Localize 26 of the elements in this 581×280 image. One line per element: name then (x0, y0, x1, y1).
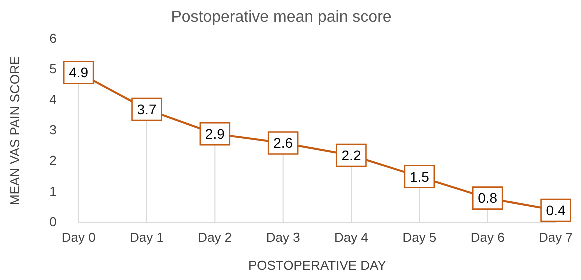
data-label: 0.8 (478, 190, 498, 206)
x-tick-label: Day 0 (62, 230, 96, 246)
x-tick-label: Day 4 (334, 230, 368, 246)
x-tick-label: Day 1 (130, 230, 164, 246)
x-tick-label: Day 5 (402, 230, 437, 246)
x-axis-title: POSTOPERATIVE DAY (248, 258, 387, 273)
x-tick-label: Day 6 (470, 230, 505, 246)
data-label: 3.7 (137, 101, 157, 118)
y-tick-label: 5 (50, 61, 57, 76)
y-tick-label: 3 (50, 122, 57, 138)
x-tick-label: Day 2 (198, 230, 232, 246)
chart-title: Postoperative mean pain score (171, 9, 392, 26)
y-axis-title: MEAN VAS PAIN SCORE (7, 56, 22, 206)
data-label: 4.9 (69, 64, 89, 81)
x-tick-label: Day 7 (539, 230, 574, 246)
data-label: 0.4 (546, 202, 566, 218)
y-tick-label: 2 (50, 153, 57, 168)
data-label: 1.5 (410, 168, 430, 185)
data-label: 2.6 (274, 135, 294, 152)
y-tick-label: 1 (50, 184, 57, 199)
y-tick-label: 0 (50, 214, 57, 230)
data-label: 2.2 (342, 147, 362, 164)
data-label: 2.9 (205, 126, 226, 142)
y-tick-label: 6 (50, 30, 57, 46)
y-tick-label: 4 (50, 92, 57, 107)
x-tick-label: Day 3 (266, 230, 300, 246)
